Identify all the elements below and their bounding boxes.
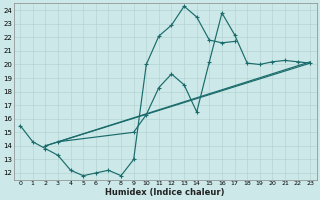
X-axis label: Humidex (Indice chaleur): Humidex (Indice chaleur) <box>106 188 225 197</box>
